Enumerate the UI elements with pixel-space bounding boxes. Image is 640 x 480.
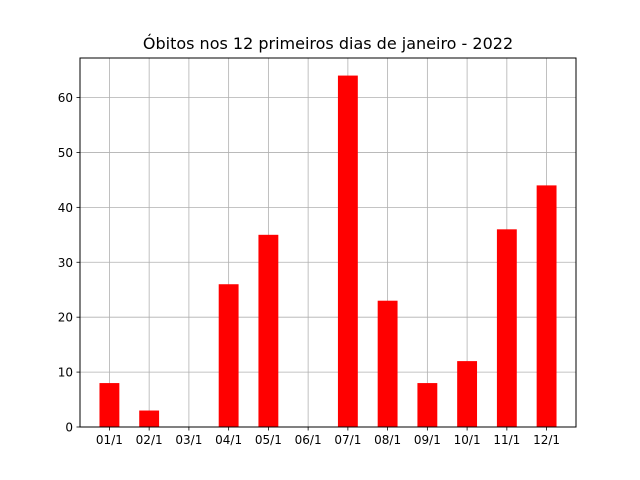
bar-11-1 xyxy=(496,229,517,427)
x-axis-ticks: 01/1 02/1 03/1 04/1 05/1 06/1 07/1 08/1 09/1 10/1… xyxy=(96,427,560,447)
y-tick-label: 40 xyxy=(58,201,73,215)
y-tick-label: 20 xyxy=(58,311,73,325)
plot-frame xyxy=(79,57,577,428)
y-axis-ticks: 0 10 20 30 40 50 60 xyxy=(58,91,80,435)
y-tick-label: 10 xyxy=(58,366,73,380)
x-tick-label: 09/1 xyxy=(414,433,441,447)
x-tick-label: 10/1 xyxy=(454,433,481,447)
x-tick-label: 01/1 xyxy=(96,433,123,447)
y-tick-label: 60 xyxy=(58,91,73,105)
bar-01-1 xyxy=(99,383,120,427)
y-tick-label: 0 xyxy=(65,421,73,435)
bar-05-1 xyxy=(258,234,279,427)
bar-08-1 xyxy=(377,300,398,427)
bar-10-1 xyxy=(457,361,478,427)
y-tick-label: 50 xyxy=(58,146,73,160)
x-tick-label: 06/1 xyxy=(295,433,322,447)
bar-02-1 xyxy=(139,410,160,427)
x-tick-label: 05/1 xyxy=(255,433,282,447)
x-tick-label: 08/1 xyxy=(374,433,401,447)
bar-12-1 xyxy=(536,185,557,427)
bar-07-1 xyxy=(337,75,358,428)
bars xyxy=(99,75,557,428)
bar-04-1 xyxy=(218,284,239,427)
x-tick-label: 12/1 xyxy=(533,433,560,447)
x-tick-label: 02/1 xyxy=(136,433,163,447)
chart-title: Óbitos nos 12 primeiros dias de janeiro … xyxy=(143,34,513,53)
x-tick-label: 04/1 xyxy=(215,433,242,447)
x-tick-label: 03/1 xyxy=(175,433,202,447)
x-tick-label: 07/1 xyxy=(334,433,361,447)
bar-09-1 xyxy=(417,383,438,427)
x-tick-label: 11/1 xyxy=(493,433,520,447)
y-tick-label: 30 xyxy=(58,256,73,270)
